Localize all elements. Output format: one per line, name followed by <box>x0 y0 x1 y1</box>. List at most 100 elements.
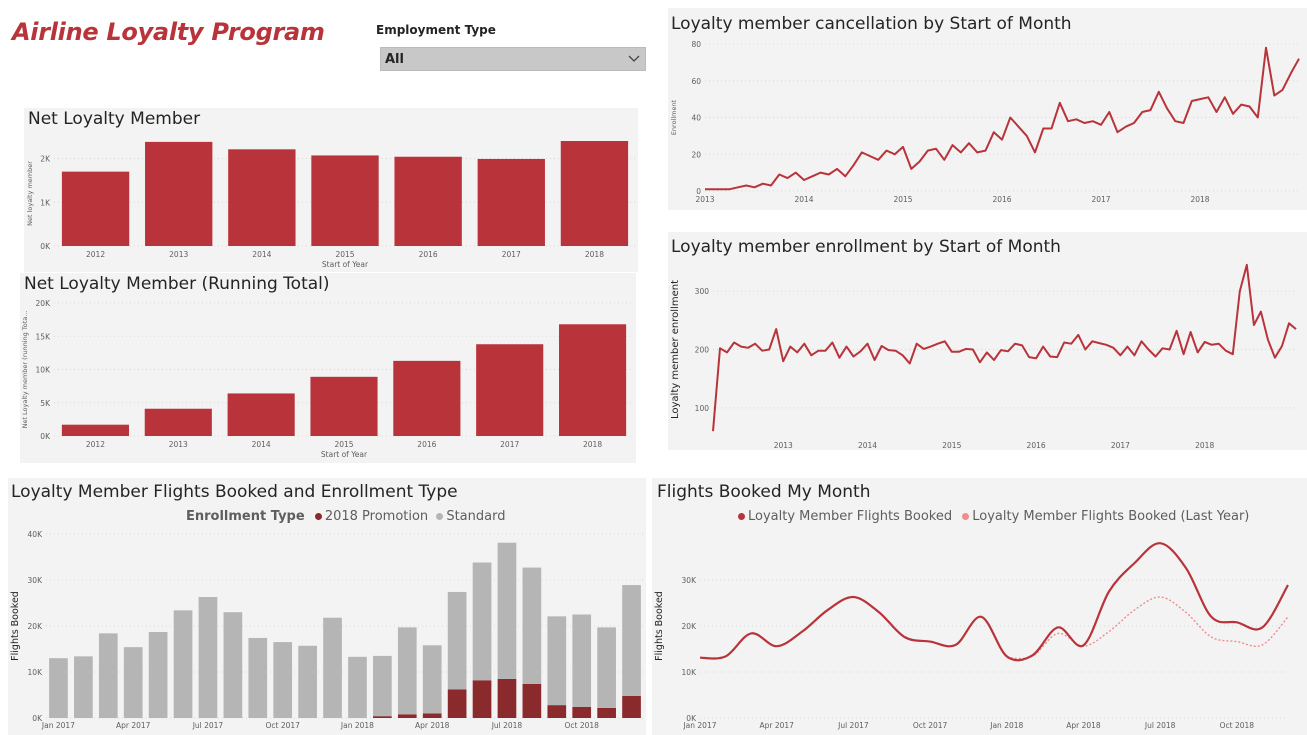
running-total-panel[interactable]: Net Loyalty Member (Running Total) 0K 5K 1… <box>20 273 636 463</box>
x-tick-label: Jul 2017 <box>837 721 869 730</box>
x-tick-label: 2014 <box>794 195 813 204</box>
cancellation-panel[interactable]: Loyalty member cancellation by Start of … <box>668 8 1307 210</box>
bar-standard <box>373 655 392 717</box>
y-tick-label: 0K <box>40 432 51 441</box>
bar-standard <box>522 567 542 684</box>
x-tick-label: 2017 <box>1091 195 1110 204</box>
y-tick-label: 20 <box>691 150 701 159</box>
bar-standard <box>447 591 467 690</box>
x-tick-label: Oct 2017 <box>913 721 948 730</box>
bar-standard <box>148 631 168 718</box>
y-axis-label: Net loyalty member <box>26 161 34 226</box>
x-tick-label: 2016 <box>1027 441 1046 450</box>
x-tick-label: 2014 <box>858 441 877 450</box>
bar-standard <box>547 616 567 706</box>
x-tick-label: 2018 <box>1195 441 1214 450</box>
x-tick-label: Apr 2017 <box>116 721 151 730</box>
x-tick-label: Jul 2018 <box>491 721 523 730</box>
bar-standard <box>622 585 641 696</box>
bar <box>394 156 462 246</box>
net-member-title: Net Loyalty Member <box>28 109 201 129</box>
y-tick-label: 0K <box>32 714 43 723</box>
bar-promotion <box>497 678 517 718</box>
bar <box>559 324 627 436</box>
x-tick-label: 2013 <box>169 250 188 259</box>
x-tick-label: 2015 <box>893 195 912 204</box>
bar-promotion <box>522 683 542 718</box>
y-tick-label: 5K <box>40 399 51 408</box>
x-tick-label: 2017 <box>1111 441 1130 450</box>
net-member-panel[interactable]: Net Loyalty Member 0K 1K 2K 2012 2013 2014 201… <box>24 108 638 272</box>
y-tick-label: 300 <box>695 287 710 296</box>
app-title: Airline Loyalty Program <box>12 18 325 46</box>
x-axis-label: Start of Year <box>322 260 369 269</box>
y-tick-label: 80 <box>691 40 701 49</box>
x-tick-label: Apr 2018 <box>415 721 450 730</box>
bar-standard <box>422 645 442 714</box>
bar-standard <box>248 637 268 718</box>
x-tick-label: 2013 <box>169 440 188 449</box>
bar-standard <box>273 642 293 718</box>
y-axis-label: Flights Booked <box>10 591 21 661</box>
x-tick-label: 2015 <box>335 250 354 259</box>
bar <box>144 408 212 436</box>
cancellation-title: Loyalty member cancellation by Start of … <box>671 14 1072 34</box>
y-tick-label: 0 <box>696 187 701 196</box>
x-tick-label: Oct 2017 <box>265 721 300 730</box>
flights-month-chart: 0K 10K 20K 30K Jan 2017 Apr 2017 Jul 2017 Oct 2… <box>654 542 1289 730</box>
x-tick-label: Apr 2018 <box>1066 721 1101 730</box>
x-tick-label: Jan 2017 <box>41 721 75 730</box>
y-tick-label: 30K <box>28 576 44 585</box>
running-total-chart: 0K 5K 10K 15K 20K 2012 2013 2014 2015 2016 2017 201… <box>21 299 634 459</box>
cancellation-chart: 0 20 40 60 80 2013 2014 2015 2016 2017 2018 Enrollm… <box>670 40 1300 204</box>
x-tick-label: 2014 <box>252 250 271 259</box>
y-tick-label: 10K <box>36 366 52 375</box>
legend-label-standard: Standard <box>446 509 506 524</box>
x-tick-label: 2012 <box>86 250 105 259</box>
bar-standard <box>572 614 592 707</box>
bar-standard <box>49 658 68 718</box>
legend-dot-promotion <box>314 512 322 520</box>
flights-enroll-panel[interactable]: Loyalty Member Flights Booked and Enroll… <box>8 478 646 735</box>
y-tick-label: 10K <box>682 668 698 677</box>
bar <box>310 376 378 436</box>
x-tick-label: Oct 2018 <box>564 721 599 730</box>
bar <box>477 158 545 246</box>
employment-type-value: All <box>385 52 404 67</box>
bar-standard <box>497 542 517 679</box>
x-tick-label: 2016 <box>419 250 438 259</box>
running-total-title: Net Loyalty Member (Running Total) <box>24 274 330 294</box>
x-tick-label: Oct 2018 <box>1220 721 1255 730</box>
y-tick-label: 200 <box>695 346 710 355</box>
flights-month-panel[interactable]: Flights Booked My Month Loyalty Member F… <box>652 478 1307 735</box>
series-line <box>705 46 1300 191</box>
net-member-chart: 0K 1K 2K 2012 2013 2014 2015 2016 2017 2018 Start … <box>26 141 636 269</box>
legend-title: Enrollment Type <box>186 509 305 524</box>
x-tick-label: Apr 2017 <box>759 721 794 730</box>
legend-label-promotion: 2018 Promotion <box>324 509 429 524</box>
bar <box>228 149 296 246</box>
series-line <box>712 263 1297 432</box>
y-axis-label: Loyalty member enrollment <box>670 280 681 419</box>
y-tick-label: 0K <box>40 242 51 251</box>
x-tick-label: Jul 2018 <box>1144 721 1176 730</box>
x-tick-label: Jul 2017 <box>192 721 224 730</box>
x-tick-label: 2018 <box>583 440 602 449</box>
bar <box>145 141 213 246</box>
bar-promotion <box>447 689 467 718</box>
y-tick-label: 1K <box>40 198 51 207</box>
bar-promotion <box>472 680 492 718</box>
x-tick-label: 2017 <box>502 250 521 259</box>
bar-standard <box>298 645 317 718</box>
enrollment-panel[interactable]: Loyalty member enrollment by Start of Mo… <box>668 232 1307 450</box>
x-tick-label: 2015 <box>942 441 961 450</box>
x-tick-label: 2018 <box>1190 195 1209 204</box>
flights-month-title: Flights Booked My Month <box>657 482 871 502</box>
bar <box>560 141 629 246</box>
bar-promotion <box>397 714 417 718</box>
employment-type-dropdown[interactable]: All <box>380 47 646 71</box>
y-tick-label: 15K <box>36 332 52 341</box>
x-tick-label: 2013 <box>695 195 714 204</box>
series-line-last-year <box>1006 596 1289 660</box>
bar-promotion <box>622 695 641 718</box>
